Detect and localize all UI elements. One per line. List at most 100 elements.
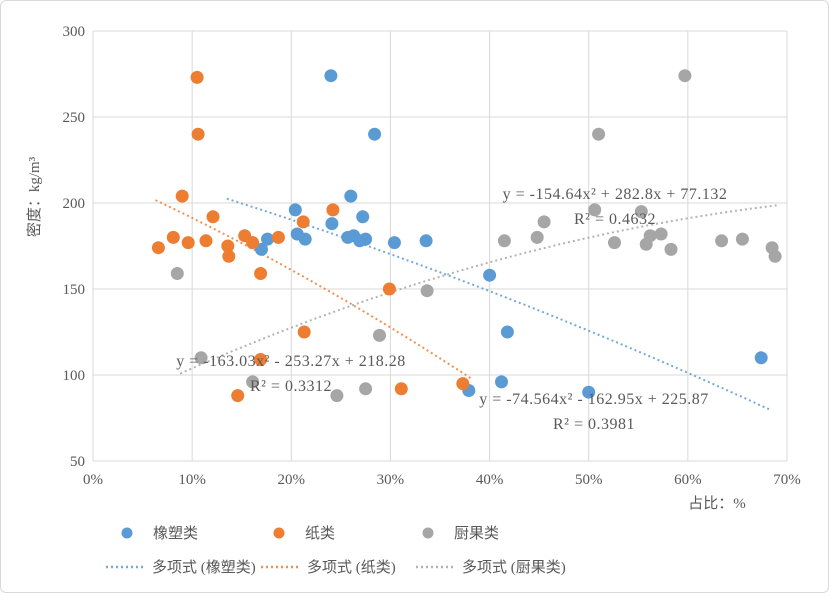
scatter-point [296, 215, 310, 229]
scatter-point [582, 385, 596, 399]
scatter-point [634, 205, 648, 219]
scatter-point [678, 69, 692, 83]
legend-label: 厨果类 [454, 525, 499, 542]
scatter-point [151, 241, 165, 255]
trendline [226, 197, 770, 411]
y-tick-label: 100 [63, 368, 86, 384]
scatter-point [246, 375, 260, 389]
x-tick-label: 70% [773, 472, 801, 488]
scatter-point [368, 127, 382, 141]
trendline-equation: y = -163.03x² - 253.27x + 218.28 [176, 353, 406, 370]
legend-label: 多项式 (厨果类) [462, 559, 566, 576]
y-tick-label: 200 [63, 196, 86, 212]
scatter-point [181, 236, 195, 250]
x-tick-label: 40% [476, 472, 504, 488]
scatter-point [344, 189, 358, 203]
x-tick-label: 0% [83, 472, 103, 488]
trendline-r-squared: R² = 0.4632 [574, 211, 656, 228]
scatter-point [175, 189, 189, 203]
trendline-equation: y = -74.564x² - 162.95x + 225.87 [479, 391, 709, 408]
legend-label: 多项式 (纸类) [307, 559, 396, 576]
scatter-point [768, 249, 782, 263]
y-tick-label: 300 [63, 24, 86, 40]
scatter-point [194, 351, 208, 365]
scatter-point [231, 389, 245, 403]
trendline-r-squared: R² = 0.3312 [250, 378, 332, 395]
scatter-point [356, 210, 370, 224]
scatter-point [254, 267, 268, 280]
legend-marker-icon [273, 527, 285, 539]
scatter-point [394, 382, 408, 396]
scatter-point [298, 232, 312, 246]
x-tick-label: 50% [575, 472, 603, 488]
point-layer [151, 69, 782, 403]
scatter-point [261, 232, 274, 246]
scatter-point [199, 234, 213, 248]
scatter-point [588, 203, 602, 217]
scatter-point [324, 69, 338, 83]
scatter-point [255, 242, 268, 256]
scatter-point [456, 377, 470, 391]
scatter-point [297, 325, 311, 339]
scatter-point [754, 351, 768, 365]
tick-layer: 0% 10% 20% 30% 40% 50% 60% 70% 50 100 150 200 250 300 [63, 24, 801, 488]
scatter-point [483, 268, 497, 282]
x-axis-title: 占比：% [688, 495, 746, 512]
scatter-point [664, 242, 678, 256]
scatter-point [373, 328, 386, 342]
scatter-point [191, 127, 205, 141]
scatter-point [325, 217, 339, 231]
y-tick-label: 150 [63, 282, 86, 298]
legend-marker-icon [121, 527, 133, 539]
scatter-point [643, 229, 657, 243]
x-tick-label: 30% [377, 472, 405, 488]
scatter-point [654, 227, 668, 241]
x-tick-label: 10% [178, 472, 206, 488]
scatter-point [254, 353, 268, 366]
scatter-point [735, 232, 749, 246]
x-tick-label: 60% [674, 472, 702, 488]
x-tick-label: 20% [278, 472, 306, 488]
scatter-point [715, 234, 729, 248]
scatter-point [419, 234, 433, 248]
scatter-point [222, 249, 236, 263]
annotation-layer: y = -74.564x² - 162.95x + 225.87 R² = 0.3… [176, 186, 727, 433]
y-tick-label: 50 [70, 454, 85, 470]
scatter-point [221, 239, 235, 253]
scatter-point [246, 236, 260, 250]
scatter-point [359, 232, 373, 246]
scatter-point [500, 325, 514, 339]
scatter-point [359, 382, 373, 396]
trendline-r-squared: R² = 0.3981 [553, 416, 635, 433]
scatter-point [420, 284, 434, 298]
legend-label: 橡塑类 [153, 525, 198, 542]
grid-layer [92, 30, 788, 462]
scatter-point [497, 234, 511, 248]
trend-layer [155, 197, 780, 411]
scatter-point [382, 282, 396, 296]
scatter-point [495, 375, 508, 389]
scatter-point [190, 70, 204, 84]
trendline-equation: y = -154.64x² + 282.8x + 77.132 [503, 186, 728, 203]
scatter-point [166, 230, 180, 244]
scatter-point [330, 389, 344, 403]
legend-label: 多项式 (橡塑类) [152, 559, 256, 576]
scatter-point [592, 127, 606, 141]
scatter-point [170, 267, 184, 280]
scatter-point [530, 230, 544, 244]
scatter-point [288, 203, 302, 217]
y-tick-label: 250 [63, 110, 86, 126]
scatter-point [537, 215, 551, 229]
y-axis-title: 密度：kg/m³ [26, 156, 43, 237]
scatter-point [608, 236, 621, 250]
scatter-point [326, 203, 340, 217]
legend-marker-icon [422, 527, 434, 539]
trendline [155, 199, 473, 380]
scatter-point [271, 230, 285, 244]
scatter-point [206, 210, 220, 224]
scatter-point [387, 236, 401, 250]
legend-label: 纸类 [305, 525, 335, 542]
